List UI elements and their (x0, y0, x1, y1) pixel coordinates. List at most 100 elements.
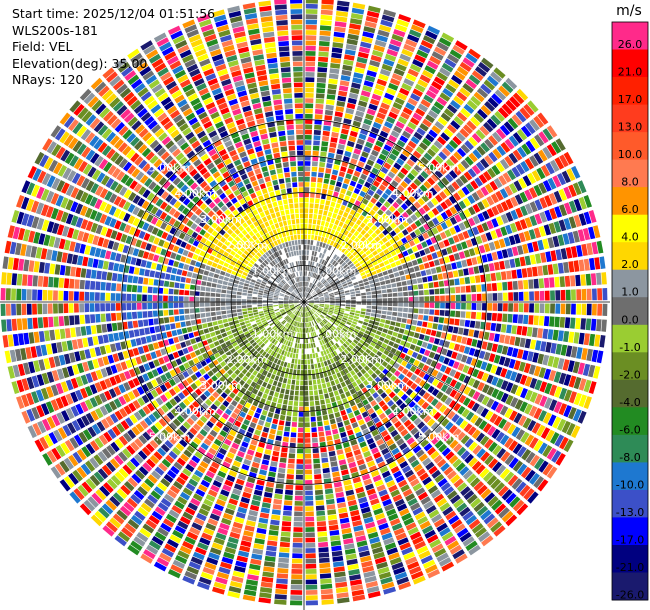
velocity-cell (375, 317, 381, 322)
velocity-cell (564, 275, 571, 287)
velocity-cell (371, 372, 378, 379)
velocity-cell (538, 315, 545, 326)
velocity-cell (307, 354, 310, 359)
velocity-cell (295, 490, 303, 496)
velocity-cell (415, 326, 422, 333)
velocity-cell (345, 302, 351, 305)
velocity-cell (351, 175, 359, 182)
velocity-cell (323, 178, 330, 184)
velocity-cell (369, 246, 376, 253)
velocity-cell (330, 218, 336, 224)
velocity-cell (315, 288, 320, 292)
velocity-cell (363, 281, 370, 286)
velocity-cell (488, 458, 499, 469)
velocity-cell (261, 431, 268, 438)
velocity-cell (412, 445, 422, 454)
velocity-cell (344, 49, 356, 56)
velocity-cell (218, 338, 225, 344)
velocity-cell (366, 108, 376, 116)
velocity-cell (382, 328, 388, 334)
velocity-cell (596, 350, 604, 364)
velocity-cell (508, 235, 516, 246)
velocity-cell (358, 283, 365, 287)
velocity-cell (559, 436, 569, 450)
velocity-cell (537, 479, 549, 492)
velocity-cell (421, 241, 428, 248)
velocity-cell (423, 315, 429, 321)
velocity-cell (418, 207, 426, 215)
velocity-cell (268, 378, 274, 385)
velocity-cell (102, 334, 109, 344)
velocity-cell (309, 302, 314, 304)
velocity-cell (266, 383, 272, 390)
velocity-cell (213, 325, 220, 331)
velocity-cell (316, 347, 320, 352)
velocity-cell (373, 243, 380, 250)
velocity-cell (403, 78, 415, 87)
velocity-cell (525, 140, 536, 153)
velocity-cell (363, 239, 370, 246)
velocity-cell (306, 250, 310, 256)
velocity-cell (448, 195, 457, 204)
velocity-cell (416, 468, 426, 477)
velocity-cell (379, 466, 389, 474)
velocity-cell (333, 311, 339, 315)
velocity-cell (436, 497, 448, 508)
velocity-cell (305, 328, 307, 333)
velocity-cell (331, 274, 336, 279)
velocity-cell (384, 475, 394, 483)
velocity-cell (414, 540, 426, 550)
velocity-cell (275, 408, 281, 415)
velocity-cell (351, 405, 358, 412)
velocity-cell (483, 79, 496, 91)
velocity-cell (476, 505, 489, 517)
velocity-cell (390, 375, 397, 382)
velocity-cell (434, 295, 440, 302)
velocity-cell (325, 250, 330, 256)
velocity-cell (318, 346, 323, 352)
velocity-cell (414, 219, 422, 228)
velocity-cell (469, 320, 476, 328)
velocity-cell (310, 290, 315, 295)
velocity-cell (368, 442, 377, 450)
velocity-cell (252, 370, 258, 376)
velocity-cell (373, 44, 385, 53)
velocity-cell (378, 232, 385, 239)
velocity-cell (381, 213, 389, 220)
velocity-cell (342, 343, 348, 348)
velocity-cell (319, 300, 325, 302)
velocity-cell (289, 395, 294, 401)
velocity-cell (287, 468, 295, 475)
velocity-cell (333, 269, 339, 274)
velocity-cell (353, 354, 359, 360)
velocity-cell (467, 426, 477, 436)
velocity-cell (409, 29, 422, 38)
velocity-cell (345, 304, 351, 307)
velocity-cell (330, 540, 341, 547)
velocity-cell (282, 510, 292, 516)
velocity-cell (333, 277, 339, 282)
velocity-cell (438, 443, 448, 453)
velocity-cell (580, 318, 586, 330)
velocity-cell (369, 283, 376, 288)
velocity-cell (365, 521, 376, 529)
velocity-cell (455, 462, 466, 472)
velocity-cell (304, 265, 306, 271)
velocity-cell (314, 286, 318, 291)
velocity-cell (353, 409, 361, 417)
velocity-cell (437, 273, 443, 280)
velocity-cell (341, 527, 352, 535)
velocity-cell (563, 374, 572, 386)
velocity-cell (308, 218, 313, 224)
velocity-cell (523, 303, 529, 313)
velocity-cell (309, 310, 313, 315)
velocity-cell (482, 210, 490, 220)
velocity-cell (354, 212, 361, 219)
velocity-cell (381, 447, 390, 456)
velocity-cell (500, 380, 509, 391)
velocity-cell (527, 100, 539, 113)
velocity-cell (516, 88, 529, 101)
velocity-cell (306, 287, 309, 292)
velocity-cell (383, 162, 392, 170)
velocity-cell (397, 116, 408, 125)
